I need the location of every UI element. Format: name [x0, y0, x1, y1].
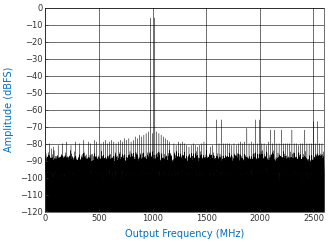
Y-axis label: Amplitude (dBFS): Amplitude (dBFS)	[4, 67, 14, 152]
X-axis label: Output Frequency (MHz): Output Frequency (MHz)	[125, 229, 244, 239]
